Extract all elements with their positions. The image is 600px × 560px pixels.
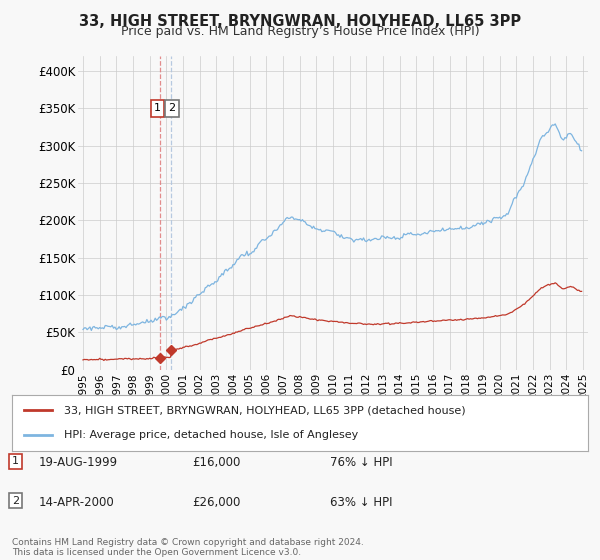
Text: 76% ↓ HPI: 76% ↓ HPI <box>330 456 392 469</box>
Text: 19-AUG-1999: 19-AUG-1999 <box>39 456 118 469</box>
Text: 33, HIGH STREET, BRYNGWRAN, HOLYHEAD, LL65 3PP: 33, HIGH STREET, BRYNGWRAN, HOLYHEAD, LL… <box>79 14 521 29</box>
Text: 2: 2 <box>168 103 175 113</box>
Text: Price paid vs. HM Land Registry’s House Price Index (HPI): Price paid vs. HM Land Registry’s House … <box>121 25 479 38</box>
Text: £16,000: £16,000 <box>192 456 241 469</box>
Text: Contains HM Land Registry data © Crown copyright and database right 2024.
This d: Contains HM Land Registry data © Crown c… <box>12 538 364 557</box>
Text: 1: 1 <box>154 103 161 113</box>
Text: £26,000: £26,000 <box>192 496 241 508</box>
Text: 63% ↓ HPI: 63% ↓ HPI <box>330 496 392 508</box>
Text: 2: 2 <box>12 496 19 506</box>
Text: HPI: Average price, detached house, Isle of Anglesey: HPI: Average price, detached house, Isle… <box>64 430 358 440</box>
Text: 1: 1 <box>12 456 19 466</box>
Text: 14-APR-2000: 14-APR-2000 <box>39 496 115 508</box>
Text: 33, HIGH STREET, BRYNGWRAN, HOLYHEAD, LL65 3PP (detached house): 33, HIGH STREET, BRYNGWRAN, HOLYHEAD, LL… <box>64 405 466 416</box>
